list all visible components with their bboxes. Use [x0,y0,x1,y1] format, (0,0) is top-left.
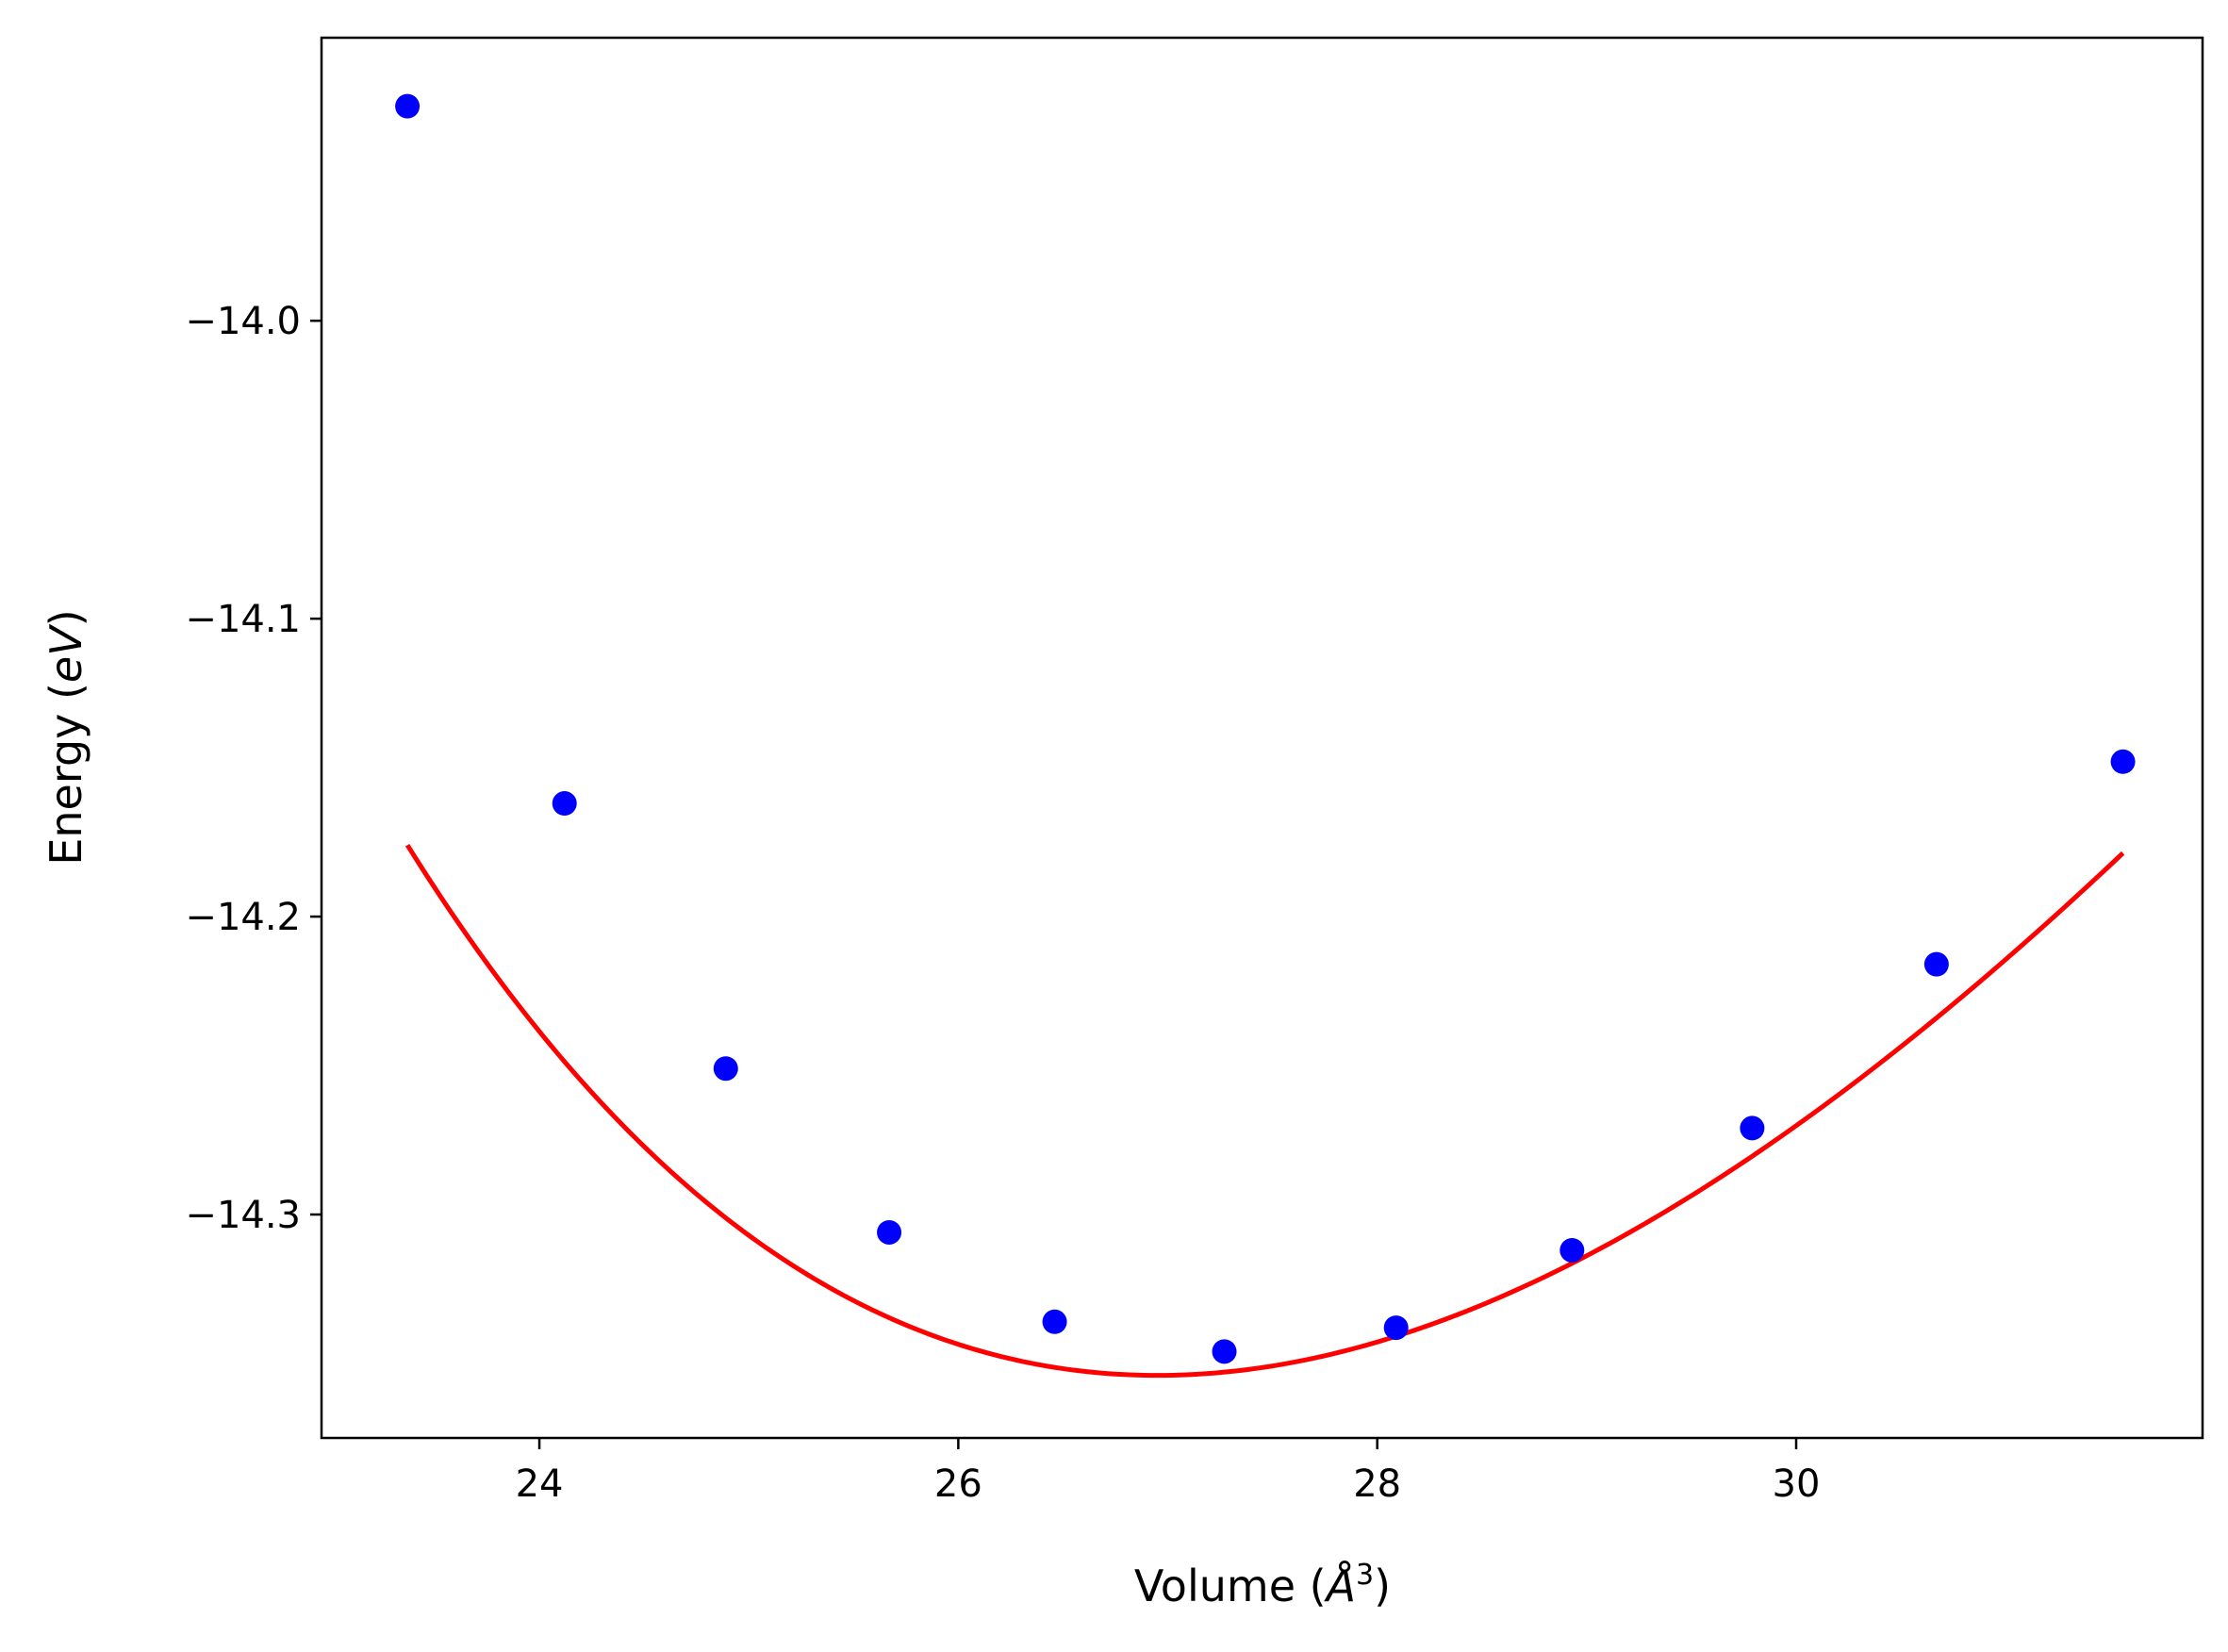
y-tick-label: −14.2 [185,896,301,939]
data-point [395,93,421,119]
y-axis-label: Energy (eV) [41,609,91,865]
data-point [1923,951,1949,977]
data-point [713,1056,738,1082]
data-point [1740,1115,1765,1141]
data-point [1560,1237,1585,1263]
y-tick-label: −14.1 [185,598,301,641]
marks-layer [395,93,2136,1379]
y-tick-label: −14.3 [185,1194,301,1237]
y-tick-label: −14.0 [185,300,301,343]
data-point [552,791,577,817]
data-point [1383,1315,1409,1341]
x-tick-label: 24 [516,1462,564,1506]
data-point [1042,1309,1067,1334]
x-axis-label: Volume (Å3) [1134,1559,1391,1611]
y-axis: −14.0 −14.1 −14.2 −14.3 [185,300,322,1237]
x-axis: 24 26 28 30 [516,1438,1821,1506]
fit-curve [404,843,2125,1379]
plot-frame [320,36,2204,1440]
x-tick-label: 26 [934,1462,982,1506]
x-tick-label: 28 [1353,1462,1401,1506]
x-tick-label: 30 [1773,1462,1821,1506]
data-point [1212,1339,1237,1364]
data-point [877,1219,902,1245]
data-point [2110,749,2136,774]
